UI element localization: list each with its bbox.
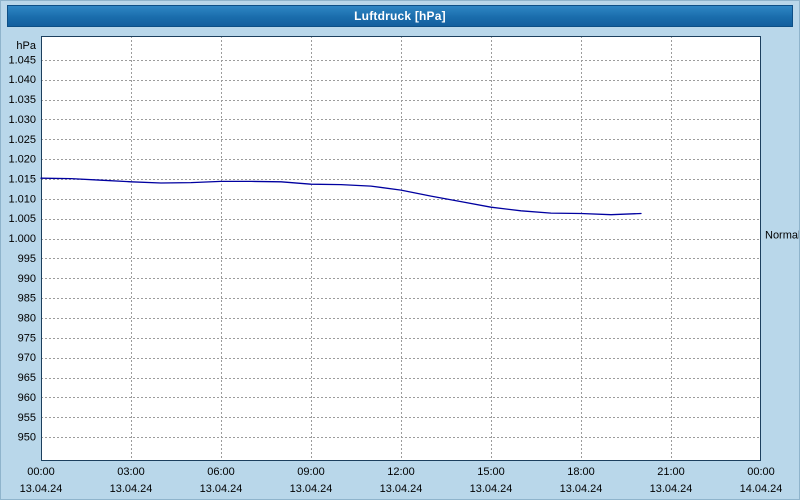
x-tick-date: 13.04.24 (110, 483, 153, 495)
x-tick-date: 13.04.24 (650, 483, 693, 495)
x-tick-time: 18:00 (567, 466, 595, 478)
x-tick-date: 13.04.24 (560, 483, 603, 495)
y-tick-label: 980 (18, 313, 36, 325)
y-tick-label: 1.040 (8, 74, 36, 86)
y-tick-label: 985 (18, 293, 36, 305)
x-tick-time: 15:00 (477, 466, 505, 478)
x-tick-time: 00:00 (747, 466, 775, 478)
x-tick-time: 00:00 (27, 466, 55, 478)
x-tick-date: 13.04.24 (380, 483, 423, 495)
y-tick-label: 1.030 (8, 114, 36, 126)
x-tick-time: 03:00 (117, 466, 145, 478)
pressure-data-line (40, 177, 642, 216)
y-tick-label: 990 (18, 273, 36, 285)
y-tick-label: 1.010 (8, 193, 36, 205)
y-tick-label: 1.045 (8, 54, 36, 66)
y-tick-label: 1.035 (8, 94, 36, 106)
y-tick-label: 960 (18, 392, 36, 404)
x-tick-date: 13.04.24 (20, 483, 63, 495)
plot-frame (41, 36, 761, 461)
x-tick-date: 13.04.24 (470, 483, 513, 495)
window-title-bar: Luftdruck [hPa] (7, 5, 793, 27)
y-tick-label: 955 (18, 412, 36, 424)
x-tick-date: 13.04.24 (290, 483, 333, 495)
y-tick-label: 1.005 (8, 213, 36, 225)
x-tick-date: 13.04.24 (200, 483, 243, 495)
x-tick-time: 09:00 (297, 466, 325, 478)
y-tick-label: 995 (18, 253, 36, 265)
x-tick-time: 21:00 (657, 466, 685, 478)
y-tick-label: 1.000 (8, 233, 36, 245)
x-tick-date: 14.04.24 (740, 483, 783, 495)
y-tick-label: 1.015 (8, 173, 36, 185)
window-title: Luftdruck [hPa] (354, 9, 446, 23)
y-tick-label: 950 (18, 432, 36, 444)
y-tick-label: 975 (18, 332, 36, 344)
y-tick-label: 1.025 (8, 134, 36, 146)
y-axis-unit-label: hPa (16, 40, 36, 52)
y-tick-label: 1.020 (8, 154, 36, 166)
x-tick-time: 06:00 (207, 466, 235, 478)
y-tick-label: 970 (18, 352, 36, 364)
x-tick-time: 12:00 (387, 466, 415, 478)
normal-annotation-label: Normal (765, 230, 800, 242)
y-tick-label: 965 (18, 372, 36, 384)
